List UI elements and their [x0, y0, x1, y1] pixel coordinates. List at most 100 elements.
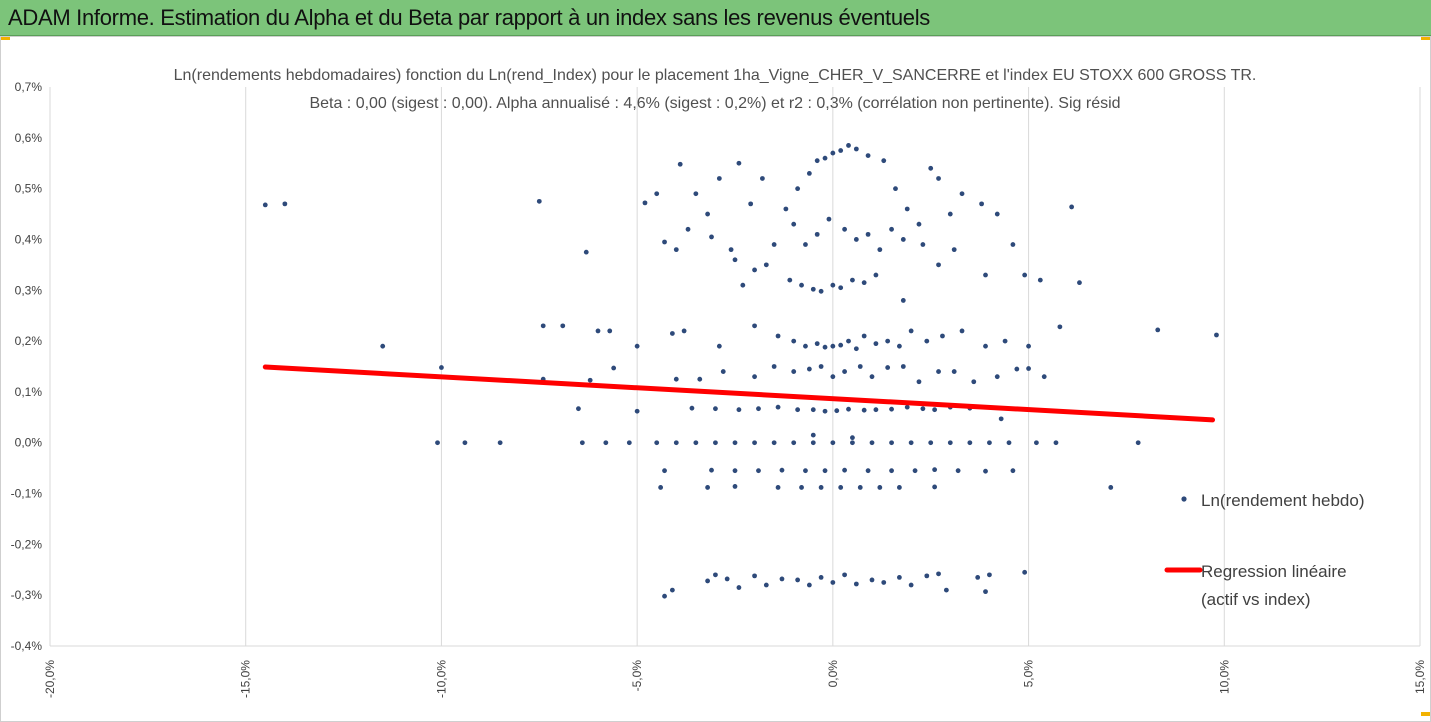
scatter-point	[904, 404, 910, 410]
scatter-point	[1002, 338, 1008, 344]
legend-marker-scatter	[1181, 496, 1187, 502]
scatter-point	[830, 580, 836, 585]
scatter-point	[760, 176, 765, 181]
scatter-point	[705, 578, 710, 584]
scatter-point	[818, 364, 824, 369]
scatter-point	[928, 165, 934, 171]
y-tick-label: 0,0%	[15, 436, 43, 450]
scatter-point	[1010, 468, 1016, 474]
scatter-point	[853, 346, 859, 352]
scatter-point	[693, 440, 699, 446]
scatter-point	[908, 440, 914, 446]
scatter-point	[814, 231, 820, 237]
scatter-point	[943, 587, 949, 593]
y-axis-ticks: -0,4% -0,3% -0,2% -0,1% 0,0% 0,1% 0,2% 0,3% 0,4%…	[11, 80, 43, 653]
scatter-point	[756, 468, 761, 474]
y-tick-label: -0,2%	[11, 537, 43, 551]
scatter-point	[857, 364, 863, 369]
scatter-point	[885, 338, 891, 344]
scatter-point	[908, 582, 914, 588]
scatter-point	[951, 369, 957, 374]
y-tick-label: -0,3%	[11, 588, 43, 602]
scatter-point	[736, 160, 742, 166]
scatter-point	[889, 468, 894, 474]
scatter-point	[1006, 440, 1012, 446]
scatter-point	[806, 582, 812, 588]
scatter-point	[775, 485, 781, 490]
scatter-point	[771, 242, 777, 247]
scatter-point	[983, 468, 988, 474]
scatter-point	[1057, 324, 1063, 330]
scatter-point	[803, 242, 808, 247]
scatter-point	[810, 407, 816, 413]
scatter-point	[716, 176, 722, 181]
scatter-point	[607, 328, 613, 334]
scatter-point	[838, 285, 844, 291]
scatter-point	[955, 468, 961, 474]
scatter-point	[791, 440, 797, 446]
scatter-point	[795, 407, 801, 413]
scatter-point	[959, 328, 965, 334]
scatter-point	[806, 170, 812, 176]
scatter-point	[932, 484, 938, 490]
x-tick-label: -15,0%	[239, 660, 253, 698]
scatter-point	[842, 226, 847, 232]
scatter-point	[842, 572, 847, 578]
scatter-point	[791, 221, 797, 227]
report-banner: ADAM Informe. Estimation du Alpha et du …	[0, 0, 1431, 36]
scatter-point	[830, 282, 836, 288]
scatter-point	[838, 148, 844, 153]
scatter-point	[673, 440, 679, 446]
scatter-point	[685, 226, 691, 232]
scatter-point	[865, 231, 871, 237]
scatter-point	[658, 485, 664, 490]
scatter-point	[673, 247, 679, 253]
scatter-point	[662, 593, 667, 599]
scatter-point	[814, 158, 820, 164]
scatter-point	[998, 416, 1004, 422]
y-tick-label: 0,7%	[15, 80, 43, 94]
scatter-point	[716, 343, 722, 349]
scatter-point	[732, 484, 738, 489]
scatter-point	[626, 440, 632, 446]
scatter-point	[853, 237, 859, 242]
scatter-point	[830, 343, 836, 349]
scatter-point	[740, 282, 746, 288]
scatter-point	[924, 573, 930, 579]
regression-line	[262, 364, 1216, 423]
scatter-point	[595, 328, 601, 334]
scatter-point	[857, 485, 863, 490]
scatter-point	[736, 585, 742, 590]
scatter-point	[720, 369, 726, 374]
scatter-point	[810, 440, 816, 446]
scatter-point	[779, 467, 785, 473]
scatter-point	[736, 407, 742, 413]
scatter-point	[713, 406, 718, 412]
scatter-point	[994, 374, 1000, 380]
scatter-point	[689, 405, 695, 411]
scatter-point	[830, 440, 836, 446]
scatter-point	[775, 404, 781, 410]
scatter-point	[889, 406, 894, 412]
scatter-point	[1037, 277, 1043, 283]
y-tick-label: 0,6%	[15, 131, 43, 145]
scatter-point	[814, 341, 820, 347]
x-tick-label: -10,0%	[434, 660, 448, 698]
scatter-point	[967, 440, 973, 446]
scatter-point	[951, 247, 957, 253]
x-tick-label: 5,0%	[1022, 660, 1036, 688]
scatter-point	[576, 406, 581, 412]
scatter-point	[779, 576, 785, 582]
scatter-point	[1041, 374, 1047, 380]
scatter-point	[865, 468, 871, 474]
scatter-point	[897, 343, 902, 349]
scatter-point	[936, 369, 941, 374]
scatter-point	[869, 440, 875, 446]
scatter-point	[912, 468, 918, 474]
scatter-point	[873, 341, 879, 347]
scatter-point	[822, 344, 828, 350]
scatter-point	[728, 247, 734, 253]
chart-title-line-2: Beta : 0,00 (sigest : 0,00). Alpha annua…	[309, 95, 1120, 112]
scatter-point	[979, 201, 984, 207]
